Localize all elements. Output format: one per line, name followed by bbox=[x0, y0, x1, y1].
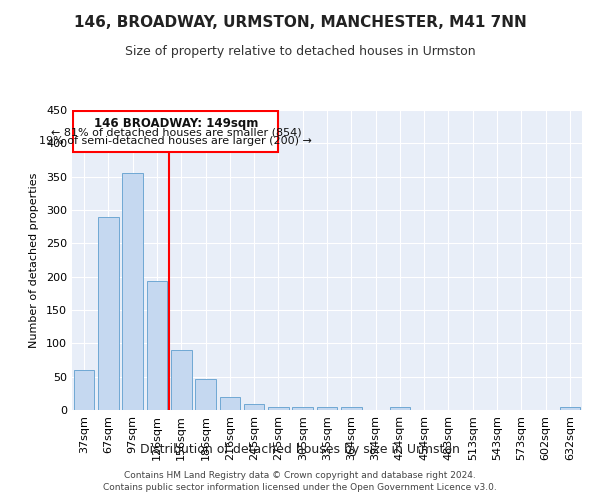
Text: ← 81% of detached houses are smaller (854): ← 81% of detached houses are smaller (85… bbox=[50, 128, 301, 138]
Bar bbox=[98, 216, 119, 410]
Bar bbox=[122, 174, 143, 410]
Bar bbox=[74, 370, 94, 410]
Text: 19% of semi-detached houses are larger (200) →: 19% of semi-detached houses are larger (… bbox=[40, 136, 312, 146]
Text: Size of property relative to detached houses in Urmston: Size of property relative to detached ho… bbox=[125, 45, 475, 58]
Bar bbox=[146, 282, 167, 410]
Text: Distribution of detached houses by size in Urmston: Distribution of detached houses by size … bbox=[140, 442, 460, 456]
Bar bbox=[195, 380, 216, 410]
Bar bbox=[341, 406, 362, 410]
Bar bbox=[268, 406, 289, 410]
Text: Contains public sector information licensed under the Open Government Licence v3: Contains public sector information licen… bbox=[103, 484, 497, 492]
Y-axis label: Number of detached properties: Number of detached properties bbox=[29, 172, 39, 348]
Bar bbox=[292, 406, 313, 410]
Bar bbox=[171, 350, 191, 410]
Text: Contains HM Land Registry data © Crown copyright and database right 2024.: Contains HM Land Registry data © Crown c… bbox=[124, 471, 476, 480]
Bar bbox=[317, 406, 337, 410]
Text: 146, BROADWAY, URMSTON, MANCHESTER, M41 7NN: 146, BROADWAY, URMSTON, MANCHESTER, M41 … bbox=[74, 15, 526, 30]
Bar bbox=[389, 406, 410, 410]
Bar bbox=[73, 112, 278, 152]
Bar bbox=[244, 404, 265, 410]
Bar bbox=[560, 406, 580, 410]
Text: 146 BROADWAY: 149sqm: 146 BROADWAY: 149sqm bbox=[94, 118, 258, 130]
Bar bbox=[220, 396, 240, 410]
